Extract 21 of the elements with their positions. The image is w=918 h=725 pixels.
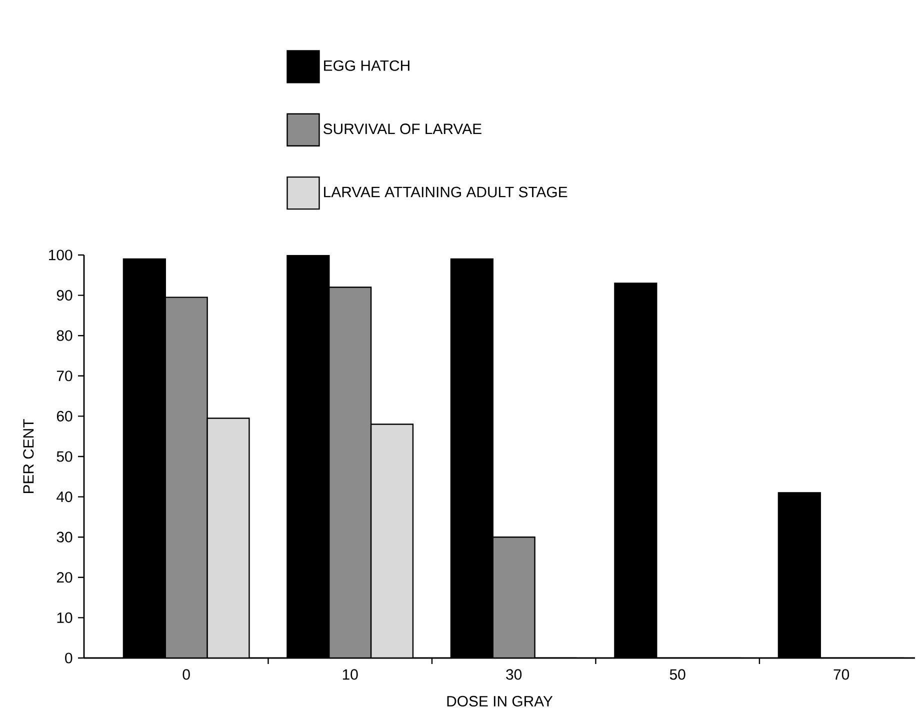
legend-label: SURVIVAL OF LARVAE <box>324 124 482 134</box>
x-tick-label: 30 <box>506 669 522 680</box>
y-axis-title: PER CENT <box>23 419 34 494</box>
y-tick-label: 0 <box>65 652 72 664</box>
y-tick-label: 80 <box>56 330 72 341</box>
y-tick-label: 90 <box>56 290 72 301</box>
x-tick-label: 70 <box>834 669 850 680</box>
x-tick-label: 10 <box>342 669 358 680</box>
y-tick-label: 70 <box>56 370 72 382</box>
y-tick-label: 40 <box>56 492 72 502</box>
x-tick-label: 0 <box>182 669 190 680</box>
y-tick-label: 20 <box>56 572 72 583</box>
y-tick-label: 10 <box>57 612 72 623</box>
legend-label: EGG HATCH <box>324 60 410 71</box>
x-tick-label: 50 <box>670 669 686 680</box>
y-tick-label: 50 <box>56 451 72 462</box>
y-tick-label: 100 <box>49 250 72 260</box>
y-tick-label: 60 <box>56 410 72 422</box>
legend-label: LARVAE ATTAINING ADULT STAGE <box>324 186 568 198</box>
x-axis-title: DOSE IN GRAY <box>447 696 553 706</box>
y-tick-label: 30 <box>56 532 72 542</box>
